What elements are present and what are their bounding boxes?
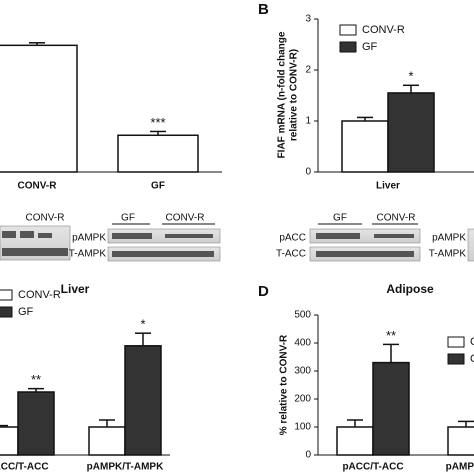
x-tick-label: pAMPK/T-AMPK	[87, 462, 164, 473]
y-axis-label: relative to CONV-R)	[289, 49, 300, 141]
blot-header: CONV-R	[26, 213, 65, 224]
x-tick-label: Liver	[376, 181, 400, 192]
legend-swatch	[339, 24, 357, 36]
bar	[0, 44, 78, 173]
legend-label: CONV-R	[18, 289, 61, 301]
y-tick-label: 300	[294, 366, 311, 377]
bar	[117, 134, 199, 173]
legend-swatch	[339, 41, 357, 53]
y-tick-label: 500	[294, 310, 311, 321]
bar	[0, 426, 19, 456]
blot-row-label: T-ACC	[276, 249, 306, 260]
bar	[372, 361, 410, 456]
y-tick-label: 2	[305, 65, 311, 76]
blot-row-label: T-AMPK	[429, 249, 467, 260]
x-tick-label: CONV-R	[18, 181, 58, 192]
blot-band	[316, 251, 414, 257]
legend-swatch	[0, 306, 13, 318]
blot-band	[112, 233, 152, 239]
bar	[124, 345, 162, 456]
legend-swatch	[447, 336, 465, 348]
x-tick-label: GF	[151, 181, 165, 192]
bar	[447, 426, 474, 456]
chart-title: Liver	[61, 282, 90, 296]
panel-letter: D	[258, 283, 269, 300]
blot	[107, 228, 221, 244]
legend-label: CONV-R	[362, 24, 405, 36]
legend-swatch	[0, 289, 13, 301]
y-axis-label: FIAF mRNA (n-fold change	[277, 31, 288, 158]
blot-header: GF	[121, 213, 135, 224]
legend-label: GF	[470, 353, 474, 365]
blot-row-label: pACC	[279, 233, 306, 244]
blot-band	[316, 233, 360, 239]
blot	[467, 228, 474, 262]
y-tick-label: 0	[305, 167, 311, 178]
bar	[88, 426, 126, 456]
blot-band	[112, 251, 214, 257]
y-tick-label: 400	[294, 338, 311, 349]
panel-letter: B	[258, 1, 269, 18]
blot-row-label: pAMPK	[72, 233, 106, 244]
significance: ***	[150, 115, 165, 130]
significance: **	[386, 328, 396, 343]
y-tick-label: 200	[294, 394, 311, 405]
x-tick-label: pAMPK/T-AMPK	[446, 462, 474, 473]
bar	[387, 92, 435, 173]
significance: *	[140, 317, 145, 332]
blot-header: GF	[333, 213, 347, 224]
y-axis-label: % relative to CONV-R	[279, 334, 290, 435]
blot-header: CONV-R	[166, 213, 205, 224]
blot-row-label: pAMPK	[432, 233, 466, 244]
blot-row-label: T-AMPK	[69, 249, 107, 260]
y-tick-label: 100	[294, 422, 311, 433]
x-tick-label: pACC/T-ACC	[342, 462, 403, 473]
legend-label: GF	[362, 41, 378, 53]
blot-band	[165, 234, 213, 238]
blot-band	[374, 234, 414, 238]
blot-header: CONV-R	[377, 213, 416, 224]
y-tick-label: 0	[305, 450, 311, 461]
significance: **	[31, 372, 41, 387]
y-tick-label: 1	[305, 116, 311, 127]
blot-band	[38, 233, 52, 238]
significance: *	[408, 69, 413, 84]
legend-swatch	[447, 353, 465, 365]
chart-title: Adipose	[386, 282, 434, 296]
blot-band	[2, 231, 16, 238]
x-tick-label: pACC/T-ACC	[0, 462, 49, 473]
legend-label: GF	[18, 306, 34, 318]
y-tick-label: 3	[305, 14, 311, 25]
blot-band	[2, 248, 68, 256]
bar	[336, 426, 374, 456]
blot	[309, 228, 421, 244]
legend-label: CONV-R	[470, 336, 474, 348]
bar	[17, 391, 55, 456]
blot-band	[20, 231, 34, 238]
bar	[341, 120, 389, 173]
